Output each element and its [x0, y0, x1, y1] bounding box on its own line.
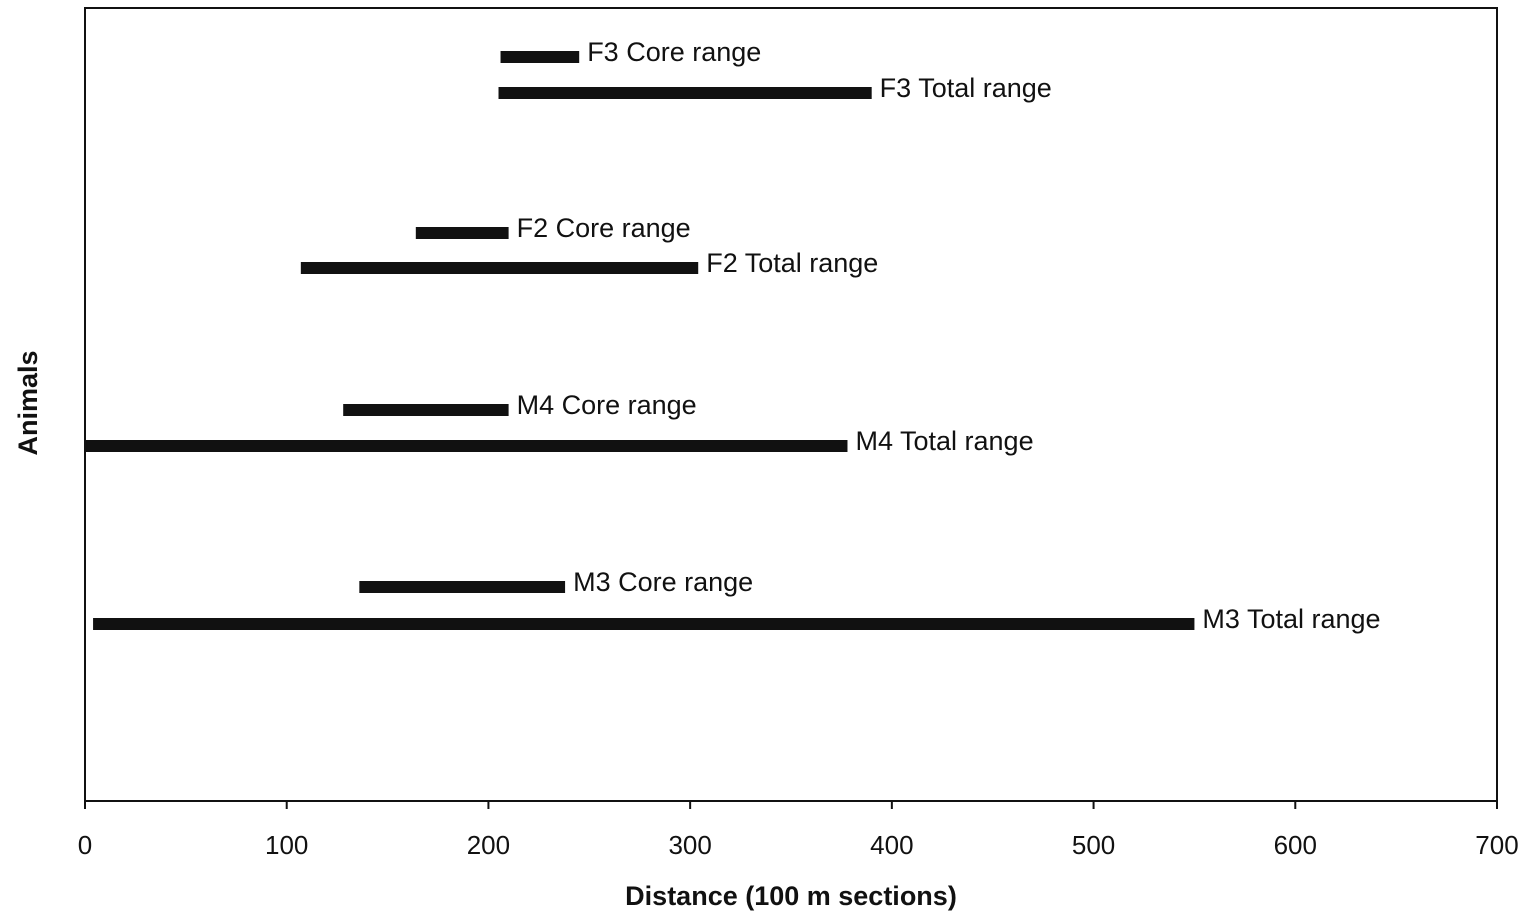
x-axis-tick-labels: 0 100 200 300 400 500 600 700 [78, 830, 1519, 860]
x-tick-label-400: 400 [870, 830, 913, 860]
x-tick-label-700: 700 [1475, 830, 1518, 860]
range-bar-f2-core-range [416, 227, 509, 239]
x-axis-ticks [85, 801, 1497, 809]
range-bar-m3-core-range [359, 581, 565, 593]
plot-area [85, 8, 1497, 801]
range-label-f2-total-range: F2 Total range [706, 248, 878, 278]
range-bar-m4-total-range [85, 440, 847, 452]
x-tick-label-600: 600 [1274, 830, 1317, 860]
range-bar-m4-core-range [343, 404, 508, 416]
range-label-m3-total-range: M3 Total range [1202, 604, 1380, 634]
x-tick-label-200: 200 [467, 830, 510, 860]
x-tick-label-0: 0 [78, 830, 92, 860]
range-bar-f3-total-range [499, 87, 872, 99]
y-axis-title: Animals [13, 350, 43, 455]
range-bar-f3-core-range [501, 51, 580, 63]
range-label-m4-core-range: M4 Core range [517, 390, 697, 420]
range-bar-f2-total-range [301, 262, 698, 274]
x-tick-label-100: 100 [265, 830, 308, 860]
range-label-m3-core-range: M3 Core range [573, 567, 753, 597]
range-label-f3-total-range: F3 Total range [880, 73, 1052, 103]
range-label-f3-core-range: F3 Core range [587, 37, 761, 67]
range-label-m4-total-range: M4 Total range [855, 426, 1033, 456]
x-tick-label-300: 300 [668, 830, 711, 860]
range-label-f2-core-range: F2 Core range [517, 213, 691, 243]
x-tick-label-500: 500 [1072, 830, 1115, 860]
x-axis-title: Distance (100 m sections) [625, 881, 957, 911]
range-bar-m3-total-range [93, 618, 1194, 630]
